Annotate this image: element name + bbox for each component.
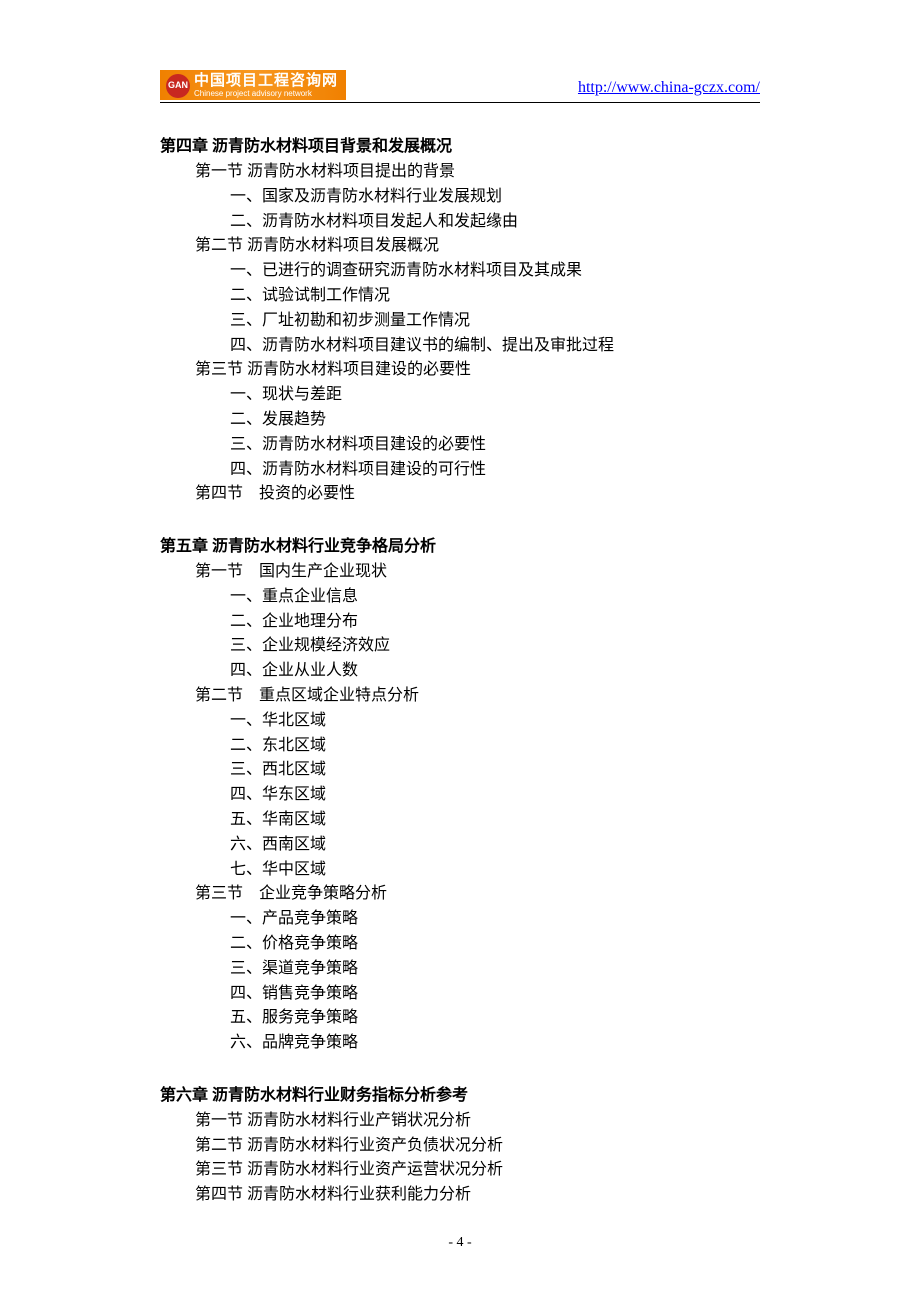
toc-item: 一、现状与差距 [160, 383, 760, 408]
toc-item: 四、企业从业人数 [160, 659, 760, 684]
toc-section: 第一节 沥青防水材料项目提出的背景 [160, 160, 760, 185]
toc-section: 第一节 国内生产企业现状 [160, 560, 760, 585]
toc-item: 一、产品竞争策略 [160, 907, 760, 932]
toc-chapter: 第六章 沥青防水材料行业财务指标分析参考 [160, 1084, 760, 1109]
toc-section: 第二节 沥青防水材料项目发展概况 [160, 234, 760, 259]
toc-item: 一、已进行的调查研究沥青防水材料项目及其成果 [160, 259, 760, 284]
page-header: GAN 中国项目工程咨询网 Chinese project advisory n… [160, 70, 760, 103]
toc-section: 第四节 沥青防水材料行业获利能力分析 [160, 1183, 760, 1208]
toc-item: 三、西北区域 [160, 758, 760, 783]
table-of-contents: 第四章 沥青防水材料项目背景和发展概况第一节 沥青防水材料项目提出的背景一、国家… [160, 135, 760, 1208]
toc-item: 二、发展趋势 [160, 408, 760, 433]
blank-line [160, 1056, 760, 1078]
toc-section: 第三节 沥青防水材料项目建设的必要性 [160, 358, 760, 383]
toc-item: 三、渠道竞争策略 [160, 957, 760, 982]
toc-section: 第二节 重点区域企业特点分析 [160, 684, 760, 709]
toc-item: 四、沥青防水材料项目建设的可行性 [160, 458, 760, 483]
blank-line [160, 507, 760, 529]
toc-item: 七、华中区域 [160, 858, 760, 883]
toc-item: 六、品牌竞争策略 [160, 1031, 760, 1056]
toc-item: 三、厂址初勘和初步测量工作情况 [160, 309, 760, 334]
toc-item: 二、企业地理分布 [160, 610, 760, 635]
toc-section: 第二节 沥青防水材料行业资产负债状况分析 [160, 1134, 760, 1159]
toc-item: 二、东北区域 [160, 734, 760, 759]
toc-chapter: 第五章 沥青防水材料行业竞争格局分析 [160, 535, 760, 560]
toc-item: 二、沥青防水材料项目发起人和发起缘由 [160, 210, 760, 235]
toc-section: 第三节 沥青防水材料行业资产运营状况分析 [160, 1158, 760, 1183]
toc-item: 二、价格竞争策略 [160, 932, 760, 957]
toc-item: 一、华北区域 [160, 709, 760, 734]
toc-item: 四、华东区域 [160, 783, 760, 808]
logo-icon: GAN [166, 74, 190, 98]
page-number: - 4 - [0, 1232, 920, 1254]
header-url-link[interactable]: http://www.china-gczx.com/ [578, 76, 760, 101]
toc-item: 二、试验试制工作情况 [160, 284, 760, 309]
toc-item: 四、沥青防水材料项目建议书的编制、提出及审批过程 [160, 334, 760, 359]
toc-item: 四、销售竞争策略 [160, 982, 760, 1007]
logo-title-cn: 中国项目工程咨询网 [194, 73, 338, 90]
toc-item: 三、企业规模经济效应 [160, 634, 760, 659]
toc-item: 五、服务竞争策略 [160, 1006, 760, 1031]
logo-title-en: Chinese project advisory network [194, 90, 338, 99]
toc-section: 第一节 沥青防水材料行业产销状况分析 [160, 1109, 760, 1134]
logo-text: 中国项目工程咨询网 Chinese project advisory netwo… [194, 73, 338, 98]
toc-item: 五、华南区域 [160, 808, 760, 833]
toc-section: 第四节 投资的必要性 [160, 482, 760, 507]
toc-item: 三、沥青防水材料项目建设的必要性 [160, 433, 760, 458]
toc-chapter: 第四章 沥青防水材料项目背景和发展概况 [160, 135, 760, 160]
site-logo: GAN 中国项目工程咨询网 Chinese project advisory n… [160, 70, 346, 100]
toc-section: 第三节 企业竞争策略分析 [160, 882, 760, 907]
toc-item: 六、西南区域 [160, 833, 760, 858]
toc-item: 一、国家及沥青防水材料行业发展规划 [160, 185, 760, 210]
toc-item: 一、重点企业信息 [160, 585, 760, 610]
